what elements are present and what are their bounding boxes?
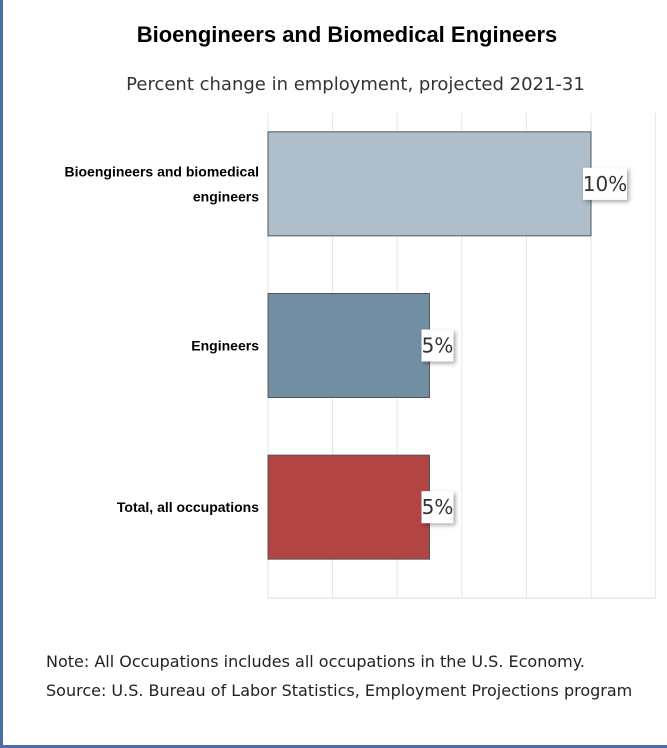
category-label: Total, all occupations — [117, 499, 259, 515]
bar — [267, 293, 430, 398]
value-label: 5% — [422, 334, 454, 358]
chart-notes: Note: All Occupations includes all occup… — [46, 647, 656, 705]
category-label: Bioengineers and biomedical engineers — [65, 163, 260, 204]
value-label-box — [421, 491, 454, 524]
note-text: Note: All Occupations includes all occup… — [46, 652, 585, 671]
category-label: Engineers — [191, 338, 259, 354]
chart-title: Bioengineers and Biomedical Engineers — [136, 22, 558, 47]
bar — [267, 131, 592, 237]
bar — [267, 454, 430, 560]
value-label-box — [421, 329, 454, 362]
chart-subtitle: Percent change in employment, projected … — [126, 74, 585, 95]
value-label-box — [583, 167, 627, 200]
value-label: 10% — [583, 172, 627, 196]
value-label: 5% — [422, 495, 454, 519]
source-text: Source: U.S. Bureau of Labor Statistics,… — [46, 681, 633, 700]
